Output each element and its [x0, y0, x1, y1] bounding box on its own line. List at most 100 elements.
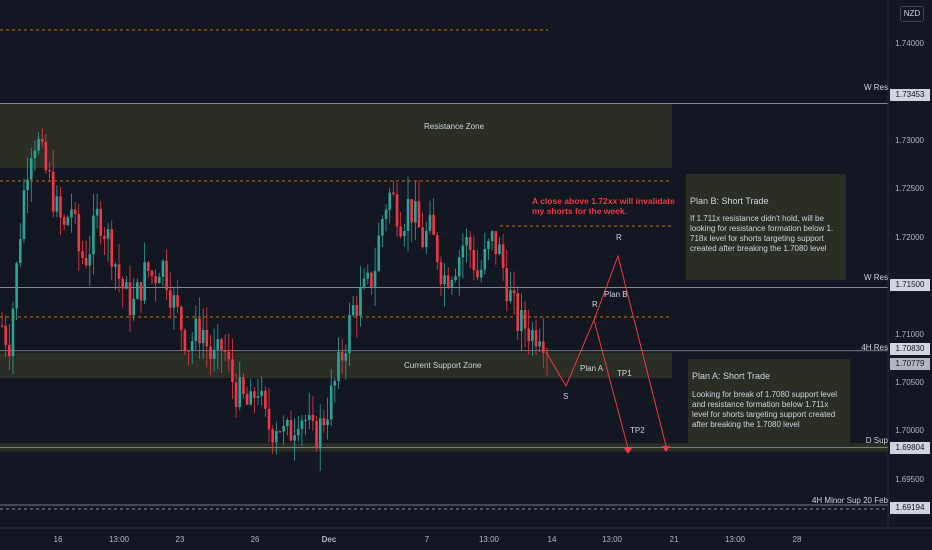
candle-body — [55, 196, 59, 212]
plan-b-text: If 1.711x resistance didn't hold, will b… — [690, 214, 834, 253]
zone-rect — [0, 352, 672, 379]
candle-body — [534, 330, 538, 347]
candle-body — [253, 391, 256, 398]
candle-body — [40, 138, 44, 142]
candle-body — [139, 282, 143, 301]
candle-body — [392, 192, 395, 195]
candle-body — [450, 280, 454, 288]
candle-body — [249, 391, 253, 405]
y-tick: 1.70500 — [895, 378, 924, 387]
candle-body — [417, 201, 421, 228]
candle-body — [344, 353, 348, 361]
candle-body — [542, 341, 545, 353]
currency-button[interactable]: NZD — [900, 6, 924, 22]
price-tag-current: 1.70779 — [890, 358, 930, 370]
candle-body — [505, 268, 509, 302]
candle-body — [366, 272, 370, 279]
x-tick: 28 — [792, 535, 802, 544]
candle-body — [223, 349, 227, 352]
candle-body — [311, 415, 315, 421]
candle-body — [81, 251, 84, 258]
candle-body — [62, 217, 66, 225]
plan-b-path — [593, 254, 667, 447]
candle-body — [33, 150, 37, 159]
candle-body — [172, 295, 176, 308]
candle-body — [381, 218, 384, 236]
candle-body — [373, 270, 377, 287]
candle-body — [348, 315, 351, 354]
candle-body — [198, 318, 201, 344]
label-tp1: TP1 — [617, 369, 632, 378]
candle-body — [29, 158, 33, 180]
y-tick: 1.69500 — [895, 475, 924, 484]
candle-body — [337, 351, 340, 382]
candle-body — [377, 235, 381, 271]
plan-a-text: Looking for break of 1.7080 support leve… — [692, 390, 837, 429]
candle-body — [359, 287, 362, 316]
candle-body — [194, 318, 198, 342]
candle-body — [512, 290, 516, 294]
level-label-4h-minor: 4H Minor Sup 20 Feb — [811, 496, 888, 505]
x-tick: 13:00 — [478, 535, 500, 544]
candle-body — [8, 344, 11, 357]
candle-body — [487, 240, 490, 249]
candle-body — [99, 208, 103, 237]
x-tick: 7 — [424, 535, 430, 544]
label-r1: R — [592, 300, 598, 309]
candle-body — [103, 236, 106, 239]
candle-body — [84, 257, 88, 266]
candle-body — [150, 270, 154, 277]
candle-body — [414, 201, 417, 223]
candle-body — [121, 278, 125, 289]
candle-body — [220, 339, 223, 350]
label-tp2: TP2 — [630, 426, 645, 435]
x-tick: 23 — [175, 535, 185, 544]
candle-body — [468, 237, 472, 250]
candle-body — [388, 192, 392, 210]
candle-body — [18, 239, 22, 264]
label-plan-a: Plan A — [580, 364, 604, 373]
x-tick: Dec — [321, 535, 337, 544]
candle-body — [260, 390, 263, 397]
candle-body — [231, 359, 234, 383]
candle-body — [293, 435, 296, 441]
candle-body — [256, 396, 260, 398]
label-s: S — [563, 392, 569, 401]
plan-b-title: Plan B: Short Trade — [690, 196, 769, 206]
candle-body — [395, 194, 399, 227]
y-tick: 1.72000 — [895, 233, 924, 242]
candle-body — [520, 309, 523, 331]
plan-b-box[interactable]: Plan B: Short Trade If 1.711x resistance… — [686, 174, 846, 280]
candle-body — [461, 245, 465, 258]
candle-body — [73, 209, 77, 215]
candle-body — [92, 215, 95, 255]
y-tick: 1.71000 — [895, 330, 924, 339]
zone-rect — [0, 103, 672, 168]
candle-body — [527, 328, 531, 342]
candle-body — [406, 199, 410, 232]
candle-body — [205, 329, 209, 347]
candle-body — [132, 298, 135, 316]
candle-body — [322, 418, 326, 426]
candle-body — [289, 419, 293, 441]
candle-body — [300, 420, 304, 429]
candle-body — [476, 270, 479, 278]
candle-body — [136, 282, 139, 299]
candle-body — [326, 419, 329, 426]
x-tick: 16 — [53, 535, 63, 544]
candle-body — [154, 276, 157, 284]
candle-body — [523, 309, 527, 329]
candle-body — [234, 382, 238, 407]
candle-body — [267, 408, 271, 430]
candle-body — [70, 209, 73, 218]
candle-body — [479, 269, 483, 278]
plan-a-box[interactable]: Plan A: Short Trade Looking for break of… — [688, 359, 850, 447]
candle-body — [147, 262, 150, 271]
candle-body — [443, 275, 446, 285]
x-tick: 13:00 — [724, 535, 746, 544]
y-tick: 1.73000 — [895, 136, 924, 145]
candle-body — [384, 209, 388, 219]
candle-body — [399, 226, 402, 237]
candle-body — [286, 419, 289, 427]
